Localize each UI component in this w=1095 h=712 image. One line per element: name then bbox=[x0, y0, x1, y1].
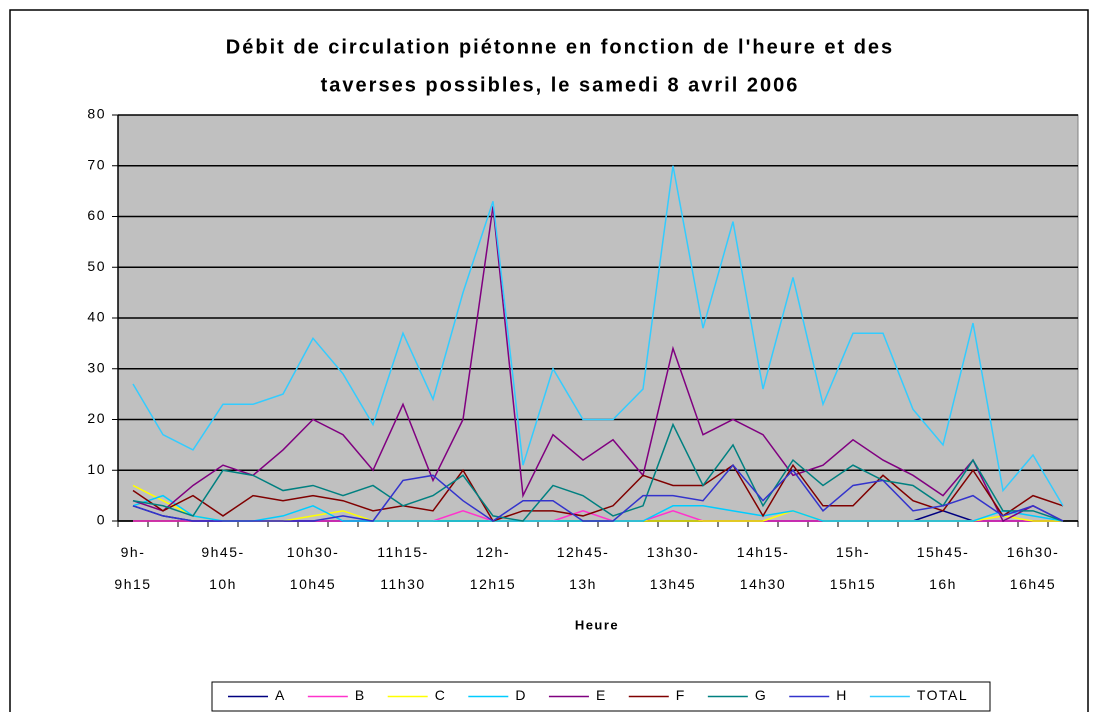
x-tick-label: 12h-12h15 bbox=[470, 544, 516, 592]
y-tick-label: 10 bbox=[87, 461, 106, 477]
x-tick-label: 9h45-10h bbox=[201, 544, 244, 592]
y-tick-label: 60 bbox=[87, 207, 106, 223]
y-tick-label: 80 bbox=[87, 106, 106, 122]
y-tick-label: 70 bbox=[87, 156, 106, 172]
series-line bbox=[132, 422, 1064, 522]
x-tick-label: 13h30-13h45 bbox=[647, 544, 700, 592]
legend-label: H bbox=[836, 687, 848, 703]
series-line bbox=[132, 464, 1064, 522]
legend-label: E bbox=[596, 687, 607, 703]
chart-title: taverses possibles, le samedi 8 avril 20… bbox=[321, 74, 800, 96]
x-tick-label: 11h15-11h30 bbox=[377, 544, 429, 592]
legend-label: C bbox=[435, 687, 447, 703]
x-tick-label: 15h-15h15 bbox=[830, 544, 876, 592]
y-tick-label: 50 bbox=[87, 258, 106, 274]
series-line bbox=[132, 206, 1064, 523]
series-line bbox=[132, 165, 1064, 507]
series-line bbox=[132, 463, 1064, 522]
legend-label: B bbox=[355, 687, 366, 703]
y-tick-label: 0 bbox=[97, 512, 106, 528]
y-tick-label: 40 bbox=[87, 309, 106, 325]
legend-label: D bbox=[515, 687, 527, 703]
x-tick-label: 12h45-13h bbox=[557, 544, 610, 592]
y-tick-label: 20 bbox=[87, 410, 106, 426]
chart-title: Débit de circulation piétonne en fonctio… bbox=[226, 36, 894, 58]
x-tick-label: 16h30-16h45 bbox=[1007, 544, 1060, 592]
legend-label: A bbox=[275, 687, 286, 703]
legend-label: G bbox=[755, 687, 767, 703]
x-tick-label: 15h45-16h bbox=[917, 544, 970, 592]
x-axis-title: Heure bbox=[575, 617, 619, 632]
legend-label: TOTAL bbox=[917, 687, 968, 703]
x-tick-label: 14h15-14h30 bbox=[737, 544, 790, 592]
legend-label: F bbox=[676, 687, 686, 703]
x-tick-label: 10h30-10h45 bbox=[287, 544, 340, 592]
x-tick-label: 9h-9h15 bbox=[114, 544, 151, 592]
y-tick-label: 30 bbox=[87, 359, 106, 375]
